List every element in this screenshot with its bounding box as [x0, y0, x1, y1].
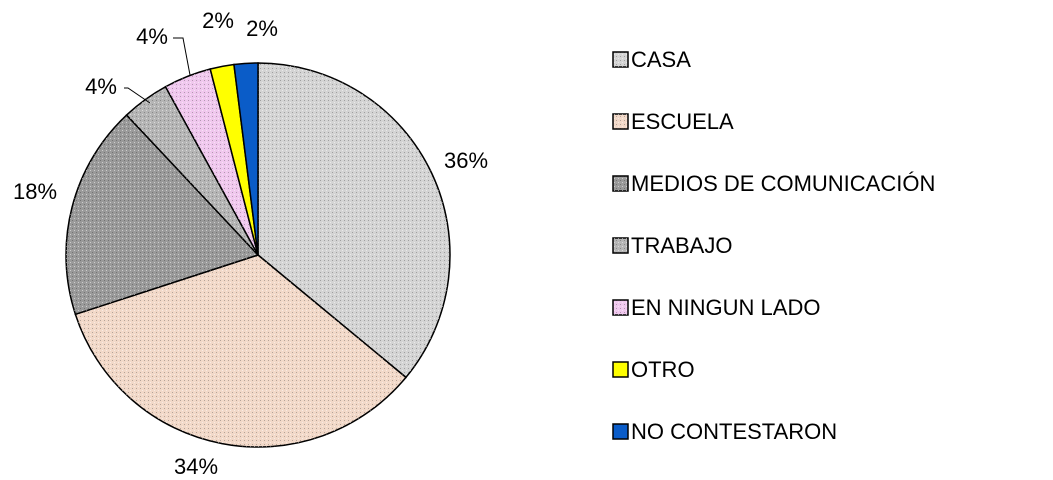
legend-swatch: [612, 361, 629, 378]
legend-label: ESCUELA: [631, 109, 734, 134]
legend-texture: [613, 176, 628, 191]
legend-swatch: [612, 423, 629, 440]
legend-label: EN NINGUN LADO: [631, 295, 820, 320]
slice-texture: [258, 63, 450, 378]
legend-label: CASA: [631, 47, 691, 72]
data-label: 2%: [202, 8, 234, 33]
legend-label: NO CONTESTARON: [631, 419, 837, 444]
slice-texture: [66, 115, 258, 315]
legend-label: OTRO: [631, 357, 695, 382]
legend-texture: [613, 238, 628, 253]
legend-texture: [613, 300, 628, 315]
data-label: 18%: [13, 179, 57, 204]
legend-label: MEDIOS DE COMUNICACIÓN: [631, 171, 935, 196]
data-label: 4%: [85, 74, 117, 99]
data-label: 2%: [246, 16, 278, 41]
data-label: 4%: [136, 24, 168, 49]
data-label: 36%: [444, 148, 488, 173]
leader-line: [124, 87, 151, 104]
pie-slice: [233, 62, 259, 256]
leader-line: [173, 37, 191, 76]
legend-texture: [613, 114, 628, 129]
slice-texture: [75, 255, 406, 448]
legend-label: TRABAJO: [631, 233, 732, 258]
legend-texture: [613, 52, 628, 67]
data-label: 34%: [174, 454, 218, 479]
slice-texture: [126, 86, 258, 255]
slice-texture: [165, 69, 258, 255]
